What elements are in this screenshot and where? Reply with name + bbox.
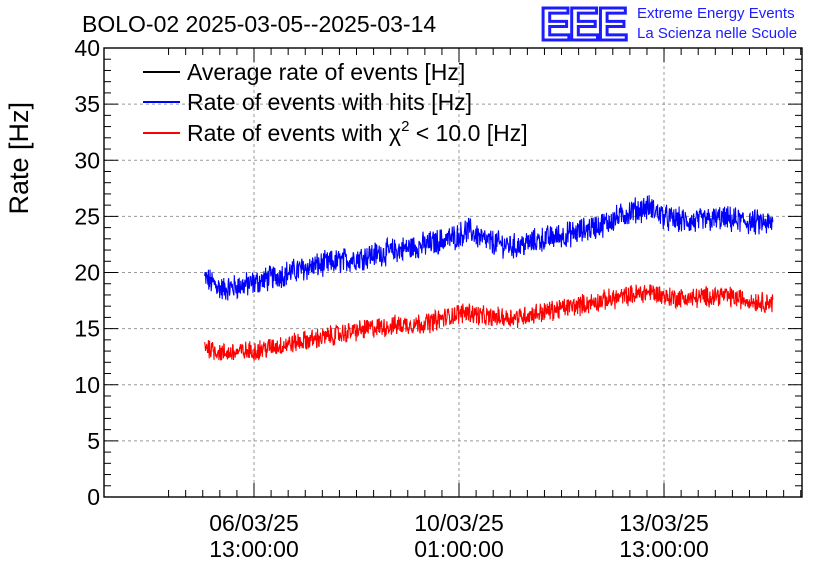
series-line-1 <box>204 195 774 301</box>
brand-line-2: La Scienza nelle Scuole <box>637 25 797 42</box>
series-line-2 <box>204 284 774 361</box>
y-tick-label: 30 <box>74 147 100 173</box>
x-tick-label-time: 13:00:00 <box>209 536 299 562</box>
x-tick-label-date: 13/03/25 <box>619 510 709 536</box>
y-tick-label: 15 <box>74 316 100 342</box>
y-tick-label: 20 <box>74 260 100 286</box>
y-tick-label: 40 <box>74 35 100 61</box>
grid-lines <box>104 48 802 497</box>
axis-ticks <box>104 47 802 498</box>
y-axis-title: Rate [Hz] <box>4 102 34 215</box>
x-tick-label-time: 13:00:00 <box>619 536 709 562</box>
legend-chi2-pre: Rate of events with <box>187 120 389 146</box>
eee-logo: EEE <box>540 0 626 50</box>
y-tick-label: 25 <box>74 203 100 229</box>
data-series <box>204 195 774 361</box>
y-tick-label: 0 <box>87 484 100 510</box>
brand-line-1: Extreme Energy Events <box>637 5 795 22</box>
y-tick-label: 35 <box>74 91 100 117</box>
x-tick-label-time: 01:00:00 <box>414 536 504 562</box>
legend-chi2-post: < 10.0 [Hz] <box>409 120 527 146</box>
y-tick-label: 5 <box>87 428 100 454</box>
legend-label-hits: Rate of events with hits [Hz] <box>187 89 472 115</box>
legend: Average rate of events [Hz] Rate of even… <box>143 59 528 146</box>
x-tick-label-date: 10/03/25 <box>414 510 504 536</box>
x-tick-label-date: 06/03/25 <box>209 510 299 536</box>
legend-label-chi2: Rate of events with χ2 < 10.0 [Hz] <box>187 118 528 146</box>
y-tick-label: 10 <box>74 372 100 398</box>
legend-chi2-symbol: χ <box>389 120 401 146</box>
legend-label-average: Average rate of events [Hz] <box>187 59 465 85</box>
tick-labels: 051015202530354006/03/2513:00:0010/03/25… <box>74 35 708 562</box>
legend-chi2-superscript: 2 <box>401 118 409 135</box>
chart-title: BOLO-02 2025-03-05--2025-03-14 <box>82 11 436 37</box>
